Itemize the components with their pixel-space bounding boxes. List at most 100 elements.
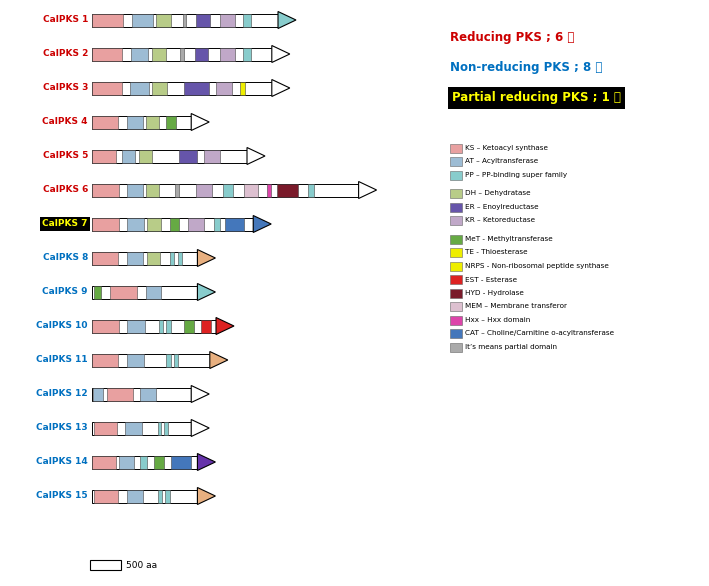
Bar [92, 13, 123, 26]
Text: CalPKS 13: CalPKS 13 [36, 424, 88, 432]
Polygon shape [247, 148, 265, 165]
Polygon shape [272, 46, 290, 63]
Bar [213, 217, 220, 230]
Text: Reducing PKS ; 6 개: Reducing PKS ; 6 개 [450, 32, 574, 45]
Bar [92, 47, 272, 60]
Bar [196, 13, 210, 26]
Bar [196, 183, 212, 196]
Bar [92, 81, 122, 94]
Bar [92, 217, 253, 230]
Bar [174, 353, 178, 366]
Bar [450, 329, 462, 338]
Text: CalPKS 1: CalPKS 1 [43, 15, 88, 25]
Text: CalPKS 6: CalPKS 6 [43, 186, 88, 195]
Text: Partial reducing PKS ; 1 개: Partial reducing PKS ; 1 개 [452, 91, 621, 104]
Bar [450, 275, 462, 284]
Bar [92, 421, 191, 434]
Bar [138, 149, 152, 162]
Polygon shape [278, 12, 296, 29]
Bar [450, 288, 462, 298]
Polygon shape [253, 216, 272, 233]
Polygon shape [210, 352, 228, 369]
Bar [92, 217, 119, 230]
Polygon shape [191, 386, 209, 403]
Bar [195, 47, 208, 60]
Bar [182, 13, 186, 26]
Bar [169, 217, 179, 230]
Bar [450, 203, 462, 212]
Bar [175, 183, 179, 196]
Bar [242, 47, 251, 60]
Bar [450, 342, 462, 352]
Bar [243, 13, 251, 26]
Bar [92, 387, 191, 400]
Bar [92, 115, 191, 128]
Polygon shape [197, 250, 216, 267]
Bar [159, 319, 163, 332]
Bar [127, 251, 143, 264]
Text: CalPKS 10: CalPKS 10 [36, 322, 88, 331]
Bar [179, 149, 197, 162]
Polygon shape [197, 284, 216, 301]
Bar [450, 261, 462, 271]
Text: CAT – Choline/Carnitine o-acyltransferase: CAT – Choline/Carnitine o-acyltransferas… [465, 331, 614, 336]
Bar [157, 489, 162, 503]
Polygon shape [216, 318, 234, 335]
Bar [94, 387, 104, 400]
Bar [127, 353, 144, 366]
Bar [127, 489, 143, 503]
Bar [220, 13, 235, 26]
Bar [127, 217, 144, 230]
Bar [92, 353, 118, 366]
Bar [225, 217, 244, 230]
Polygon shape [359, 182, 376, 199]
Bar [92, 47, 122, 60]
Bar [92, 251, 118, 264]
Text: CalPKS 3: CalPKS 3 [43, 83, 88, 93]
Bar [147, 251, 160, 264]
Bar [154, 455, 164, 468]
Bar [118, 455, 134, 468]
Text: NRPS - Non-ribosomal peptide synthase: NRPS - Non-ribosomal peptide synthase [465, 263, 609, 269]
Text: CalPKS 5: CalPKS 5 [43, 152, 88, 161]
Bar [165, 489, 169, 503]
Bar [201, 319, 211, 332]
Bar [152, 81, 167, 94]
Bar [92, 81, 272, 94]
Bar [132, 13, 152, 26]
Bar [240, 81, 245, 94]
Text: KR – Ketoreductase: KR – Ketoreductase [465, 217, 535, 223]
Text: AT – Acyltransferase: AT – Acyltransferase [465, 158, 538, 165]
Bar [450, 302, 462, 311]
Text: CalPKS 4: CalPKS 4 [43, 118, 88, 127]
Polygon shape [197, 488, 216, 505]
Text: CalPKS 15: CalPKS 15 [36, 492, 88, 500]
Bar [128, 319, 145, 332]
Bar [128, 183, 143, 196]
Bar [140, 455, 147, 468]
Bar [125, 421, 142, 434]
Bar [92, 455, 116, 468]
Bar [157, 421, 162, 434]
Text: PP – PP-binding super family: PP – PP-binding super family [465, 172, 567, 178]
Bar [130, 81, 149, 94]
Bar [220, 47, 235, 60]
Bar [157, 13, 171, 26]
Bar [92, 285, 197, 298]
Text: MeT - Methyltransferase: MeT - Methyltransferase [465, 236, 553, 242]
Bar [152, 47, 167, 60]
Text: Non-reducing PKS ; 8 개: Non-reducing PKS ; 8 개 [450, 62, 603, 74]
Bar [92, 149, 247, 162]
Bar [94, 489, 118, 503]
Bar [92, 183, 359, 196]
Text: MEM – Membrane transferor: MEM – Membrane transferor [465, 304, 567, 309]
Bar [92, 251, 197, 264]
Bar [123, 149, 135, 162]
Text: CalPKS 14: CalPKS 14 [36, 458, 88, 466]
Bar [92, 13, 278, 26]
Bar [450, 157, 462, 166]
Bar [450, 216, 462, 225]
Text: 500 aa: 500 aa [126, 560, 157, 570]
Bar [90, 560, 121, 570]
Bar [216, 81, 232, 94]
